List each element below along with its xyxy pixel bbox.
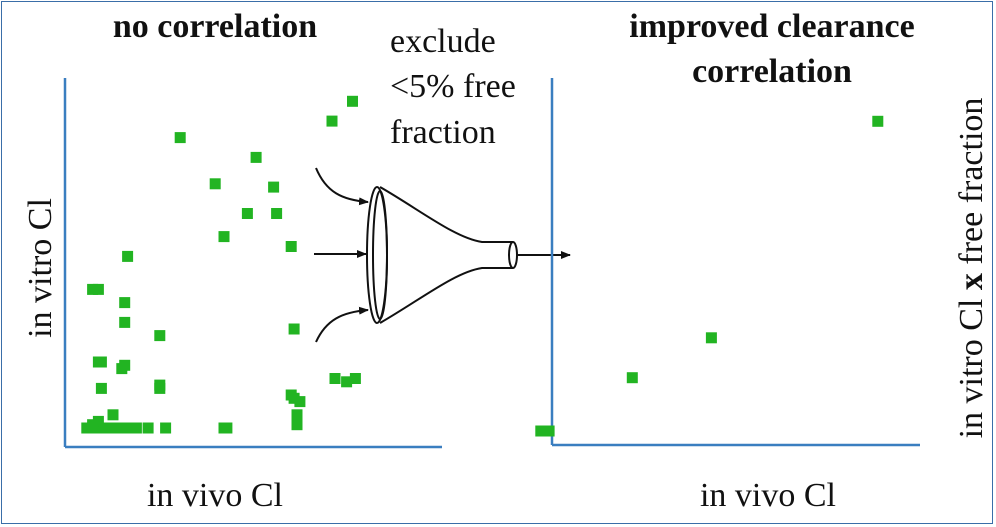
left-data-point — [122, 422, 134, 434]
left-data-point — [119, 316, 131, 328]
left-data-point — [285, 389, 297, 401]
right-panel-axes — [550, 78, 920, 447]
left-data-point — [116, 422, 128, 434]
left-data-point — [291, 409, 303, 421]
right-y-axis-label-bold: x — [953, 273, 990, 290]
left-data-point — [87, 283, 99, 295]
right-panel-title-line-1: improved clearance — [629, 8, 914, 45]
left-data-point — [221, 422, 233, 434]
left-data-point — [347, 95, 358, 107]
left-data-point — [160, 422, 172, 434]
left-data-point — [174, 132, 186, 144]
right-y-axis-label-suffix: free fraction — [953, 98, 990, 274]
left-data-point — [116, 363, 128, 375]
left-data-point — [291, 419, 303, 431]
left-data-point — [130, 422, 142, 434]
funnel-label-line-1: exclude — [390, 23, 496, 60]
left-data-point — [122, 250, 134, 262]
left-data-point — [101, 422, 113, 434]
left-data-point — [285, 241, 297, 252]
right-data-point — [872, 115, 884, 127]
left-data-point — [294, 396, 306, 408]
left-panel-title: no correlation — [113, 8, 317, 45]
right-y-axis-label-prefix: in vitro Cl — [953, 290, 990, 438]
right-panel-title-line-2: correlation — [692, 53, 852, 90]
left-data-point — [268, 181, 280, 193]
left-data-point — [95, 356, 107, 368]
funnel-cone-bottom — [379, 267, 513, 324]
funnel-mouth-inner — [372, 190, 388, 320]
right-data-point — [543, 425, 555, 437]
left-data-point — [329, 373, 341, 384]
incoming-arrow-top — [315, 167, 369, 206]
funnel-icon — [314, 167, 571, 343]
left-data-point — [90, 422, 101, 434]
funnel-label-line-3: fraction — [390, 114, 496, 151]
left-data-point — [154, 379, 166, 391]
left-data-point — [326, 115, 338, 127]
left-data-point — [271, 208, 283, 219]
right-scatter-points — [535, 115, 884, 437]
left-panel-axes — [63, 78, 442, 449]
left-data-point — [349, 373, 361, 384]
right-data-point — [535, 425, 547, 437]
funnel-spout — [508, 241, 518, 269]
left-data-point — [119, 297, 131, 309]
funnel-label-line-2: <5% free — [390, 68, 516, 105]
right-data-point — [626, 372, 638, 384]
left-scatter-points — [81, 95, 361, 434]
left-data-point — [241, 208, 253, 219]
left-data-point — [92, 415, 104, 427]
left-data-point — [218, 231, 230, 243]
left-data-point — [142, 422, 154, 434]
left-data-point — [341, 376, 353, 388]
right-x-axis-label: in vivo Cl — [700, 477, 836, 514]
left-data-point — [209, 178, 221, 190]
left-data-point — [107, 409, 119, 421]
right-y-axis-label: in vitro Cl x free fraction — [953, 98, 990, 439]
left-data-point — [250, 151, 262, 163]
left-x-axis-label: in vivo Cl — [147, 477, 283, 514]
incoming-arrow-bottom — [315, 306, 369, 343]
left-data-point — [288, 323, 300, 335]
left-data-point — [154, 330, 166, 342]
left-data-point — [92, 283, 104, 295]
left-data-point — [95, 382, 107, 394]
right-data-point — [705, 332, 717, 344]
left-y-axis-label: in vitro Cl — [22, 198, 59, 338]
funnel-cone-top — [379, 186, 513, 243]
